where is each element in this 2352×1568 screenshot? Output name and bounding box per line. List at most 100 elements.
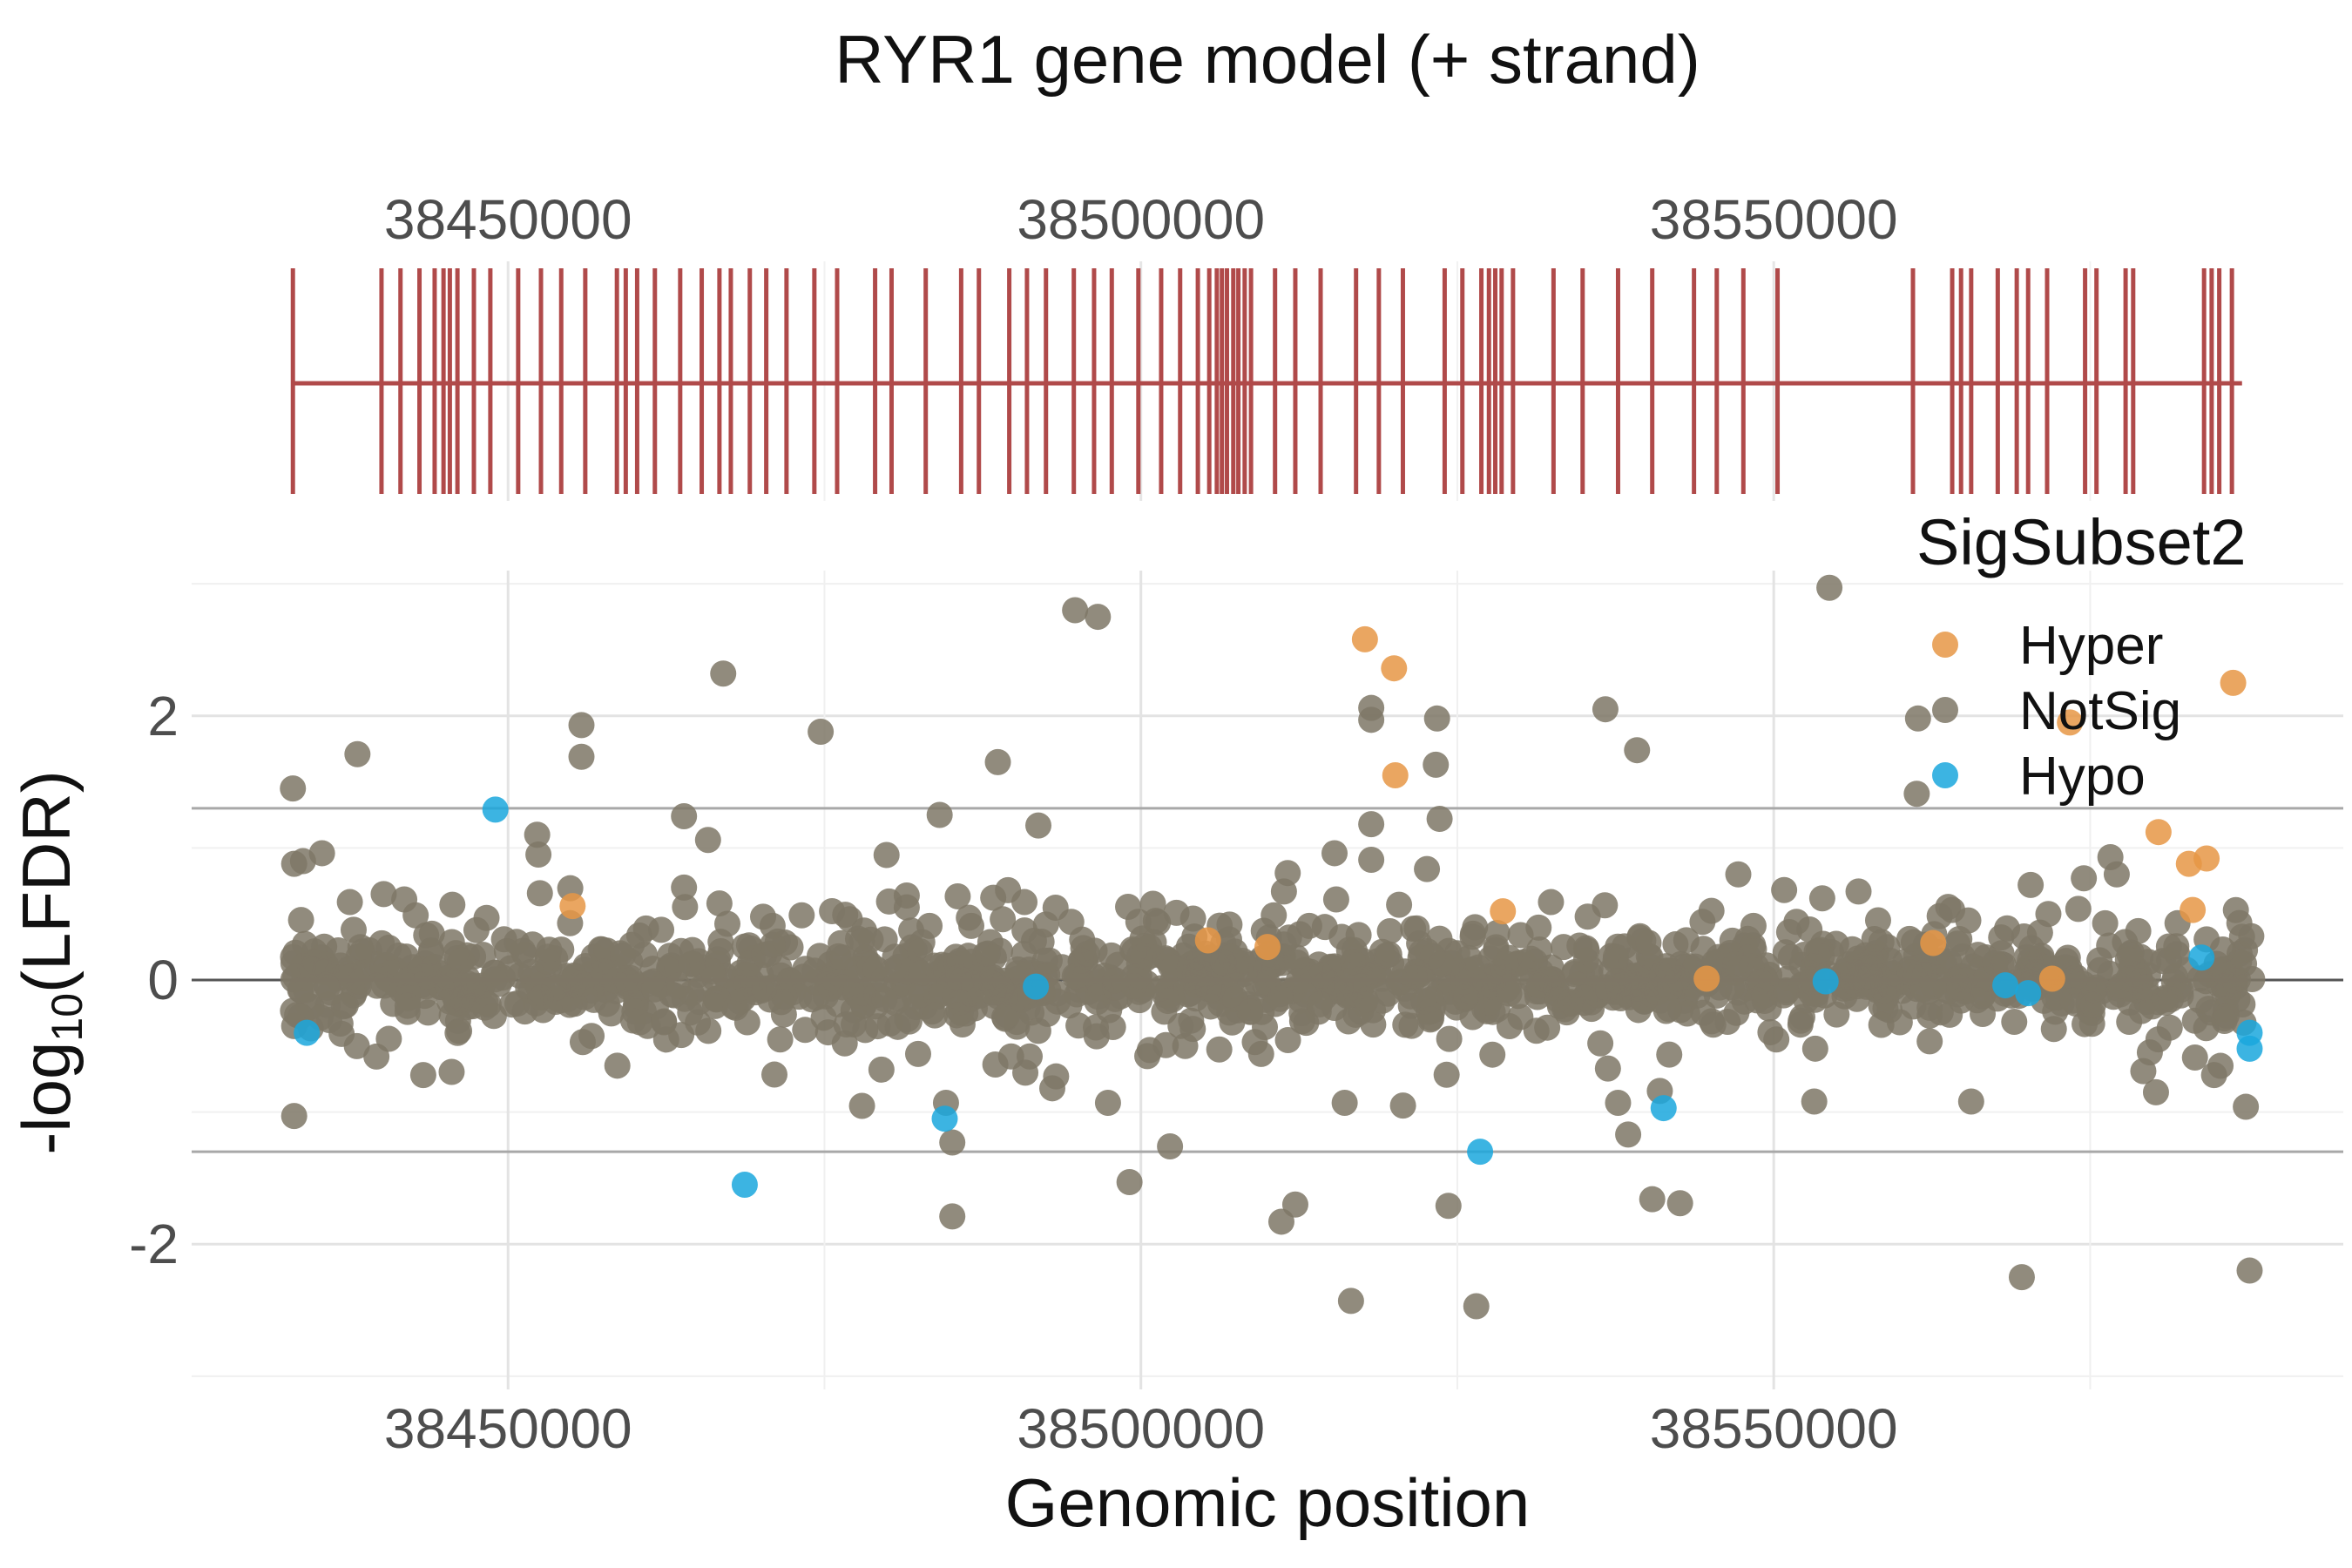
point-notsig (1306, 990, 1333, 1017)
point-notsig (568, 712, 595, 739)
y-tick-label: 2 (147, 685, 179, 747)
point-notsig (1723, 999, 1750, 1026)
point-notsig (1236, 998, 1263, 1025)
point-notsig (1957, 1088, 1984, 1115)
point-notsig (1845, 878, 1872, 905)
point-notsig (2092, 909, 2119, 936)
point-notsig (525, 841, 552, 868)
point-notsig (701, 992, 728, 1019)
point-notsig (1130, 943, 1157, 970)
point-notsig (1517, 945, 1544, 972)
point-notsig (556, 991, 583, 1018)
point-notsig (792, 956, 819, 983)
point-notsig (558, 970, 585, 997)
point-notsig (2207, 956, 2234, 983)
point-notsig (1988, 924, 2015, 951)
point-notsig (1063, 963, 1090, 990)
point-notsig (610, 942, 637, 969)
point-notsig (902, 983, 929, 1010)
point-notsig (871, 985, 898, 1012)
point-hypo (2236, 1035, 2263, 1062)
point-notsig (2226, 909, 2253, 936)
point-notsig (939, 1203, 966, 1230)
point-notsig (1484, 919, 1511, 946)
point-notsig (1157, 1133, 1184, 1160)
point-hyper (1381, 655, 1408, 682)
point-notsig (1322, 886, 1349, 913)
point-notsig (1656, 1041, 1683, 1068)
point-notsig (1801, 1035, 1828, 1062)
point-notsig (1017, 1043, 1044, 1070)
point-notsig (1877, 974, 1904, 1001)
point-notsig (473, 904, 500, 931)
point-notsig (1463, 1293, 1490, 1320)
point-notsig (810, 1004, 837, 1031)
point-notsig (761, 1061, 788, 1088)
point-notsig (280, 1103, 308, 1130)
point-notsig (2233, 1093, 2260, 1120)
point-notsig (604, 1052, 631, 1079)
point-notsig (706, 890, 733, 917)
x-tick-label: 38500000 (1017, 1397, 1265, 1460)
point-hypo (2188, 944, 2215, 971)
point-notsig (1719, 974, 1746, 1001)
point-notsig (2103, 861, 2130, 888)
gene-x-tick-label: 38550000 (1650, 188, 1898, 251)
point-notsig (864, 1013, 891, 1040)
point-notsig (1904, 705, 1931, 732)
point-notsig (1605, 1090, 1632, 1116)
point-notsig (1916, 1028, 1943, 1055)
point-notsig (2008, 1264, 2035, 1291)
point-notsig (418, 920, 445, 947)
legend-label-hypo: Hypo (2019, 747, 2146, 807)
point-notsig (1025, 812, 1052, 839)
point-notsig (1594, 1055, 1621, 1082)
point-notsig (735, 932, 762, 959)
y-axis-title: -log10(LFDR) (8, 770, 91, 1154)
point-notsig (1436, 1025, 1463, 1052)
point-notsig (974, 940, 1001, 967)
point-notsig (1337, 1288, 1364, 1315)
point-notsig (1011, 917, 1038, 944)
point-notsig (2236, 1257, 2263, 1284)
point-notsig (414, 963, 441, 990)
point-notsig (1085, 604, 1112, 631)
point-notsig (1639, 1186, 1666, 1213)
point-notsig (893, 894, 920, 921)
point-notsig (694, 827, 721, 854)
point-notsig (990, 1004, 1017, 1031)
point-notsig (363, 1043, 390, 1070)
point-notsig (1094, 1090, 1121, 1116)
point-notsig (536, 936, 563, 963)
point-notsig (1837, 956, 1864, 983)
point-notsig (982, 1051, 1009, 1078)
point-notsig (314, 974, 341, 1001)
point-notsig (1602, 947, 1629, 974)
point-notsig (1592, 696, 1619, 723)
point-notsig (904, 1040, 931, 1067)
point-hypo (482, 796, 509, 823)
point-notsig (958, 912, 985, 939)
legend-label-hyper: Hyper (2019, 616, 2163, 676)
point-notsig (2116, 1009, 2143, 1036)
point-notsig (1229, 948, 1256, 975)
point-notsig (733, 1009, 760, 1036)
point-notsig (1868, 1011, 1895, 1038)
point-notsig (2071, 865, 2098, 892)
point-hypo (1650, 1095, 1677, 1122)
point-hyper (1920, 929, 1947, 956)
point-notsig (1438, 950, 1465, 977)
point-notsig (1777, 943, 1804, 970)
point-notsig (527, 984, 554, 1011)
legend-title: SigSubset2 (1916, 506, 2247, 578)
point-notsig (664, 955, 691, 982)
point-notsig (1626, 924, 1653, 951)
point-notsig (371, 972, 398, 999)
point-notsig (1136, 1037, 1163, 1064)
point-notsig (1217, 982, 1244, 1009)
point-notsig (370, 881, 397, 908)
point-notsig (598, 1000, 625, 1027)
point-notsig (490, 964, 517, 991)
point-notsig (1011, 889, 1038, 916)
